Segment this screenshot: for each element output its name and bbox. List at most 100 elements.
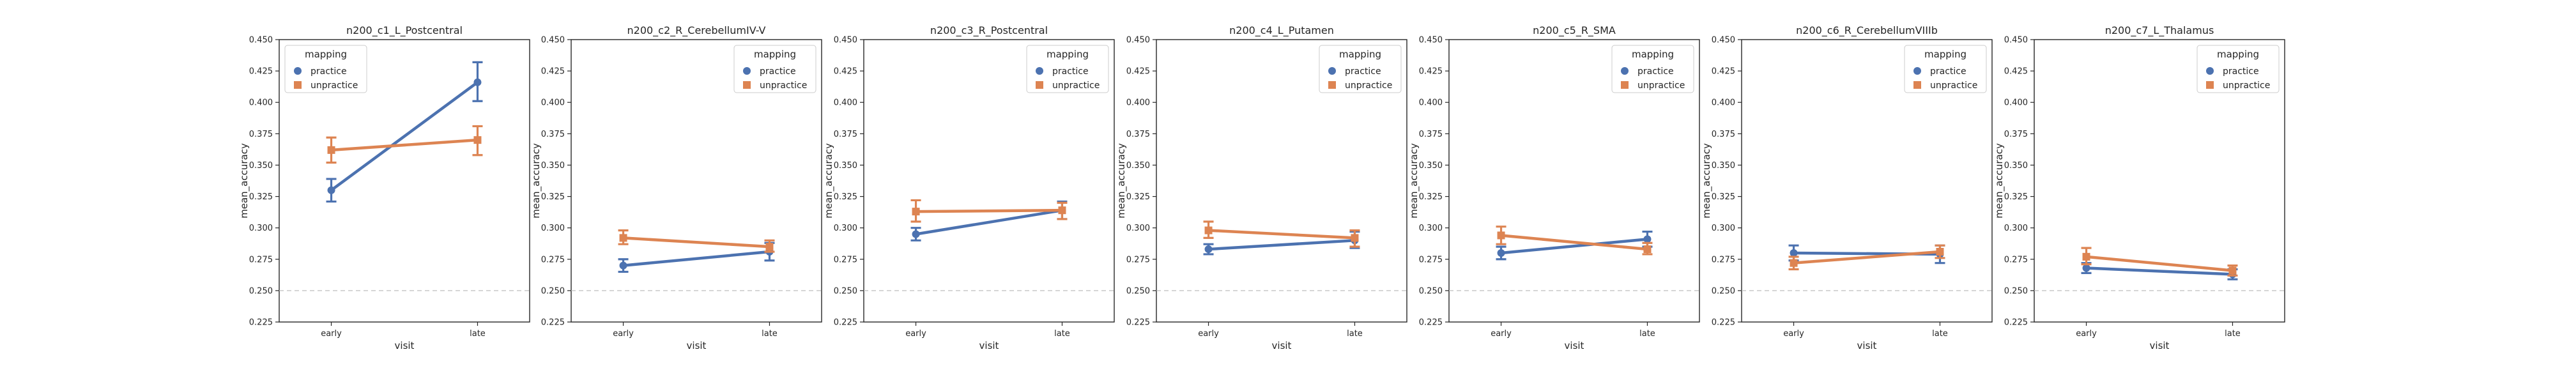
legend-entry-unpractice: unpractice: [1052, 80, 1100, 91]
legend-entry-unpractice: unpractice: [2223, 80, 2270, 91]
y-axis-label: mean_accuracy: [530, 143, 542, 218]
y-tick-label: 0.375: [2004, 130, 2028, 139]
marker-unpractice: [327, 146, 335, 154]
y-tick-label: 0.250: [1419, 286, 1443, 296]
legend-box: [1904, 45, 1987, 93]
legend-entry-practice: practice: [1052, 66, 1089, 77]
y-tick-label: 0.350: [249, 161, 273, 171]
legend-marker-practice: [743, 67, 751, 75]
legend-marker-unpractice: [743, 81, 751, 89]
y-tick-label: 0.375: [834, 130, 857, 139]
legend-entry-unpractice: unpractice: [760, 80, 807, 91]
plot-frame: [279, 39, 530, 323]
y-tick-label: 0.400: [541, 98, 565, 108]
legend-marker-unpractice: [1328, 81, 1336, 89]
y-tick-label: 0.425: [2004, 67, 2028, 77]
y-tick-label: 0.425: [1419, 67, 1443, 77]
y-tick-label: 0.375: [1419, 130, 1443, 139]
panel-5: 0.225 0.250 0.275 0.300 0.325 0.350 0.375 0.400…: [1408, 24, 1700, 351]
plot-frame: [1741, 39, 1993, 323]
y-tick-label: 0.250: [249, 286, 273, 296]
legend-marker-unpractice: [294, 81, 302, 89]
y-tick-label: 0.400: [2004, 98, 2028, 108]
y-tick-label: 0.350: [1712, 161, 1735, 171]
x-axis-label: visit: [395, 340, 415, 351]
x-axis-label: visit: [2150, 340, 2170, 351]
panel-4: 0.225 0.250 0.275 0.300 0.325 0.350 0.375 0.400…: [1116, 24, 1407, 351]
x-axis-label: visit: [1272, 340, 1292, 351]
panel-6: 0.225 0.250 0.275 0.300 0.325 0.350 0.375 0.400…: [1701, 24, 1993, 351]
legend: mapping practice unpractice: [1319, 45, 1402, 93]
legend-marker-practice: [294, 67, 302, 75]
y-tick-label: 0.300: [1419, 224, 1443, 233]
y-tick-label: 0.275: [834, 255, 857, 264]
y-axis-label: mean_accuracy: [1993, 143, 2005, 218]
series-line-unpractice: [1499, 234, 1649, 251]
legend: mapping practice unpractice: [733, 45, 816, 93]
legend-entry-unpractice: unpractice: [1345, 80, 1392, 91]
marker-unpractice: [1936, 247, 1944, 256]
legend: mapping practice unpractice: [2196, 45, 2280, 93]
panel-title: n200_c6_R_CerebellumVIIIb: [1796, 24, 1938, 37]
y-tick-label: 0.225: [1419, 318, 1443, 328]
legend-title: mapping: [1046, 49, 1089, 60]
y-tick-label: 0.450: [1419, 36, 1443, 45]
panel-title: n200_c1_L_Postcentral: [346, 24, 463, 37]
legend-title: mapping: [305, 49, 347, 60]
series-line-unpractice: [2085, 255, 2234, 272]
plot-frame: [863, 39, 1115, 323]
plot-frame: [1448, 39, 1700, 323]
y-axis-label: mean_accuracy: [1408, 143, 1420, 218]
y-tick-label: 0.350: [1419, 161, 1443, 171]
y-tick-label: 0.300: [541, 224, 565, 233]
y-tick-label: 0.325: [249, 192, 273, 202]
series-line-unpractice: [1792, 250, 1942, 264]
legend-entry-unpractice: unpractice: [1930, 80, 1977, 91]
y-tick-label: 0.325: [2004, 192, 2028, 202]
legend-marker-practice: [1621, 67, 1629, 75]
series-line-practice: [1207, 239, 1356, 251]
marker-practice: [1790, 249, 1798, 257]
y-tick-label: 0.400: [1126, 98, 1150, 108]
legend-marker-unpractice: [1036, 81, 1043, 89]
y-tick-label: 0.425: [1126, 67, 1150, 77]
y-tick-label: 0.275: [1712, 255, 1735, 264]
legend: mapping practice unpractice: [284, 45, 367, 93]
y-tick-label: 0.250: [834, 286, 857, 296]
y-tick-label: 0.350: [1126, 161, 1150, 171]
legend-entry-practice: practice: [1345, 66, 1381, 77]
legend-box: [2196, 45, 2280, 93]
y-axis-label: mean_accuracy: [238, 143, 250, 218]
y-tick-label: 0.225: [1126, 318, 1150, 328]
series-line-unpractice: [1207, 229, 1356, 240]
marker-practice: [1497, 249, 1505, 257]
marker-practice: [473, 78, 482, 86]
y-axis-label: mean_accuracy: [1116, 143, 1128, 218]
x-tick-label: late: [762, 329, 778, 339]
x-tick-label: late: [470, 329, 486, 339]
legend-entry-practice: practice: [760, 66, 796, 77]
y-tick-label: 0.450: [2004, 36, 2028, 45]
plot-frame: [2034, 39, 2285, 323]
y-tick-label: 0.450: [249, 36, 273, 45]
y-tick-label: 0.425: [541, 67, 565, 77]
panel-title: n200_c7_L_Thalamus: [2105, 24, 2214, 37]
y-tick-label: 0.350: [834, 161, 857, 171]
y-axis-label: mean_accuracy: [823, 143, 835, 218]
y-tick-label: 0.375: [541, 130, 565, 139]
x-axis-label: visit: [1565, 340, 1584, 351]
series-line-unpractice: [914, 208, 1064, 213]
legend: mapping practice unpractice: [1904, 45, 1987, 93]
marker-practice: [912, 230, 920, 238]
x-tick-label: late: [1639, 329, 1655, 339]
y-tick-label: 0.325: [541, 192, 565, 202]
legend-entry-unpractice: unpractice: [1637, 80, 1685, 91]
marker-unpractice: [765, 243, 774, 251]
marker-practice: [1204, 245, 1213, 254]
legend-box: [1026, 45, 1109, 93]
y-tick-label: 0.275: [1419, 255, 1443, 264]
panel-title: n200_c3_R_Postcentral: [930, 24, 1048, 37]
legend-marker-unpractice: [2206, 81, 2214, 89]
legend-title: mapping: [1924, 49, 1966, 60]
x-tick-label: early: [2076, 329, 2097, 339]
